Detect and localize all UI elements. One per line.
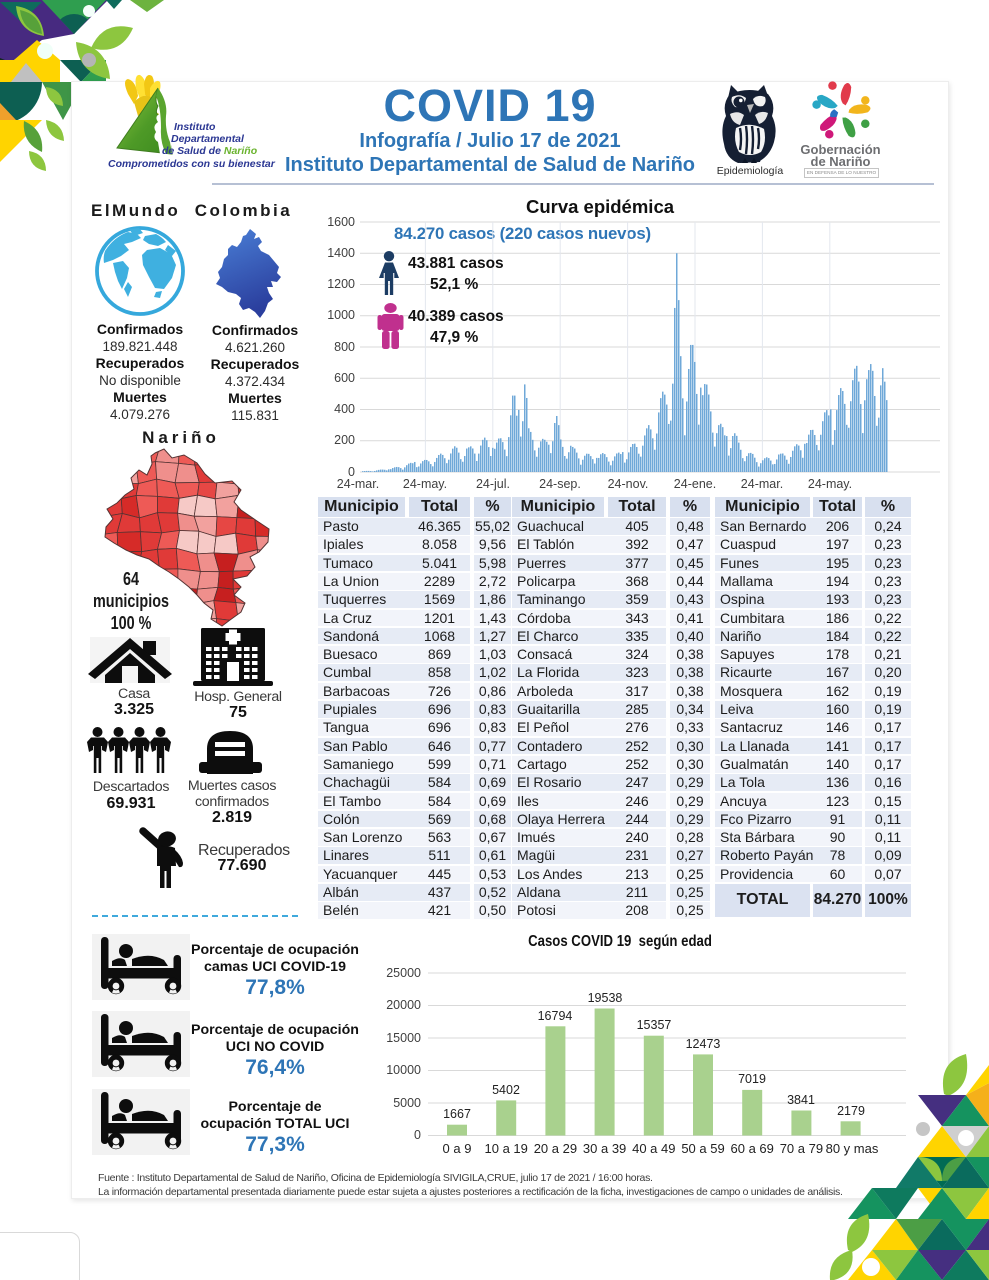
svg-text:de Salud de Nariño: de Salud de Nariño xyxy=(162,145,258,157)
svg-text:Departamental: Departamental xyxy=(171,133,245,145)
svg-text:Comprometidos con su bienestar: Comprometidos con su bienestar xyxy=(108,158,276,170)
svg-text:Instituto: Instituto xyxy=(174,121,216,133)
